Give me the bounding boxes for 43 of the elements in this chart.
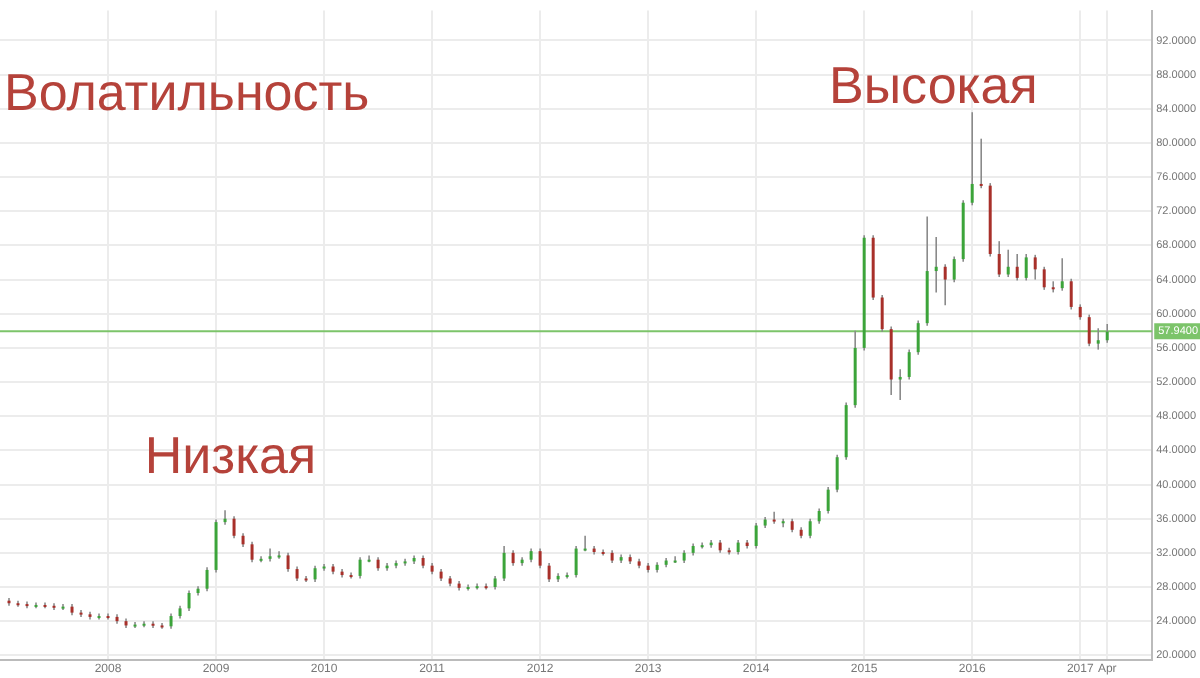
- candlestick: [934, 236, 938, 294]
- candlestick: [1087, 313, 1091, 347]
- candlestick: [538, 547, 542, 570]
- candlestick: [583, 534, 587, 552]
- candlestick: [916, 319, 920, 356]
- candlestick: [232, 515, 236, 540]
- candlestick: [502, 545, 506, 582]
- annotation: Низкая: [144, 424, 317, 485]
- candlestick: [1069, 277, 1073, 311]
- candlestick: [979, 137, 983, 190]
- candlestick: [880, 294, 884, 333]
- annotation: Высокая: [829, 54, 1038, 115]
- candlestick: [1096, 327, 1100, 351]
- text: Волатильность: [4, 62, 370, 123]
- candlestick: [547, 562, 551, 583]
- candlestick: [898, 368, 902, 401]
- candlestick: [223, 509, 227, 526]
- candlestick: [268, 547, 272, 563]
- candlestick: [754, 522, 758, 550]
- candlestick: [997, 240, 1001, 278]
- candlestick: [1024, 253, 1028, 282]
- candlestick: [205, 566, 209, 593]
- candlestick: [358, 556, 362, 580]
- candlestick: [943, 263, 947, 307]
- candlestick: [772, 511, 776, 525]
- candlestick: [1015, 253, 1019, 282]
- candlestick: [1042, 265, 1046, 291]
- candlestick: [1051, 280, 1055, 294]
- candlestick: [187, 589, 191, 612]
- candlestick: [250, 540, 254, 564]
- candlestick: [1105, 323, 1109, 344]
- candlestick: [1033, 254, 1037, 281]
- candlestick: [1060, 257, 1064, 292]
- candlestick: [286, 552, 290, 573]
- candlestick: [952, 255, 956, 283]
- candlestick: [808, 517, 812, 540]
- candlestick: [214, 518, 218, 574]
- candlestick: [835, 453, 839, 494]
- candlestick: [574, 545, 578, 579]
- candlestick: [1006, 248, 1010, 278]
- candlestick: [907, 348, 911, 381]
- candlestick: [826, 486, 830, 515]
- candlestick: [970, 111, 974, 207]
